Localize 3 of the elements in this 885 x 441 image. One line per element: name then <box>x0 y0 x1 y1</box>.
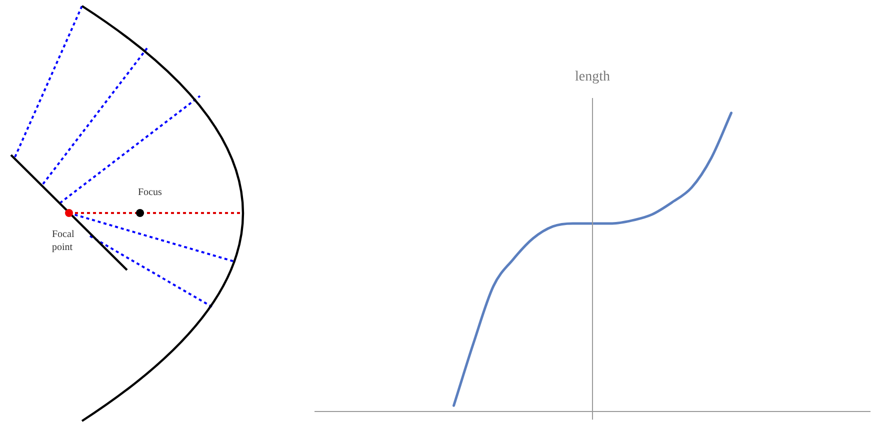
y-axis-title: length <box>575 70 610 85</box>
text: Focus <box>138 186 163 199</box>
text: Focal point <box>52 228 76 254</box>
